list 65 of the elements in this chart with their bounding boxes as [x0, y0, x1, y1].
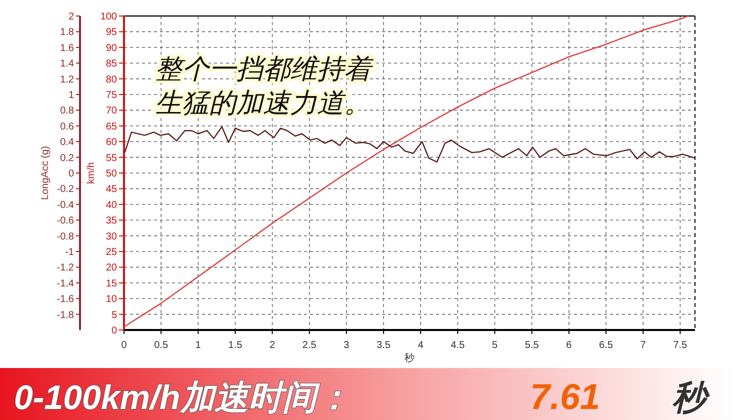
x-tick-label: 5: [492, 340, 498, 351]
y-tick-label: 65: [106, 121, 118, 132]
x-tick-label: 7: [640, 340, 646, 351]
text: 0-100km/h加速时间：: [14, 379, 350, 417]
y-tick-label: 90: [106, 42, 118, 54]
y-tick-label: 45: [106, 184, 118, 196]
x-tick-label: 6: [566, 340, 572, 351]
y2-tick-label: 0.8: [60, 106, 74, 117]
y2-tick-label: -1.8: [56, 310, 74, 321]
text: 7.61: [530, 376, 600, 417]
y-tick-label: 10: [106, 294, 118, 306]
x-tick-label: 1.5: [228, 340, 243, 351]
y2-tick-label: 1.6: [60, 42, 74, 54]
x-tick-label: 2.5: [302, 340, 317, 351]
text: 秒: [672, 379, 710, 417]
y2-tick-label: -0.8: [56, 231, 74, 242]
y2-tick-label: 0.4: [60, 137, 74, 148]
y2-tick-label: 1.2: [60, 74, 74, 86]
y-tick-label: 0: [111, 326, 118, 336]
y-axis-title: km/h: [86, 162, 97, 184]
y-tick-label: 20: [106, 262, 118, 274]
y-tick-label: 35: [106, 216, 118, 227]
y-tick-label: 70: [106, 106, 118, 117]
y2-axis-title: LongAcc (g): [40, 146, 51, 200]
y-tick-label: 80: [106, 74, 118, 86]
y2-tick-label: 0: [68, 168, 74, 180]
y2-tick-label: 0.6: [60, 121, 74, 132]
y2-tick-label: -1.4: [56, 278, 74, 290]
x-tick-label: 4.5: [450, 340, 466, 351]
y-tick-label: 95: [106, 27, 118, 38]
y-tick-label: 75: [106, 90, 118, 101]
x-tick-label: 7.5: [673, 340, 688, 351]
x-tick-label: 3.5: [376, 340, 391, 351]
x-tick-label: 4: [418, 340, 424, 351]
x-tick-label: 5.5: [524, 340, 540, 351]
y2-tick-label: -0.4: [56, 200, 74, 211]
y-tick-label: 30: [106, 231, 118, 242]
x-tick-label: 2: [270, 340, 276, 351]
y2-tick-label: -1.2: [56, 262, 74, 274]
y2-tick-label: -1.6: [56, 294, 74, 306]
y2-tick-label: -1: [65, 247, 74, 258]
x-tick-label: 0.5: [154, 340, 168, 351]
y-tick-label: 85: [106, 58, 118, 70]
y-tick-label: 60: [106, 137, 118, 148]
y2-tick-label: 2: [68, 12, 74, 22]
y-tick-label: 50: [106, 168, 118, 180]
y2-tick-label: 1.8: [60, 27, 74, 38]
y-tick-label: 40: [106, 200, 118, 211]
y2-tick-label: -0.6: [56, 216, 74, 227]
x-tick-label: 1: [195, 340, 202, 351]
annotation: 整个一挡都维持着: [155, 54, 374, 84]
y-tick-label: 55: [106, 152, 118, 164]
y2-tick-label: 1: [68, 90, 74, 101]
y2-tick-label: 1.4: [60, 58, 74, 70]
y2-tick-label: 0.2: [60, 152, 74, 164]
y-tick-label: 25: [106, 247, 118, 258]
y-tick-label: 100: [100, 12, 118, 22]
annotation: 生猛的加速力道。: [155, 88, 371, 118]
x-tick-label: 3: [344, 340, 350, 351]
y2-tick-label: -0.2: [56, 184, 74, 196]
y-tick-label: 5: [111, 310, 118, 321]
x-tick-label: 6.5: [599, 340, 614, 351]
x-axis-title: 秒: [404, 352, 414, 364]
y-tick-label: 15: [106, 278, 118, 290]
x-tick-label: 0: [121, 340, 128, 351]
